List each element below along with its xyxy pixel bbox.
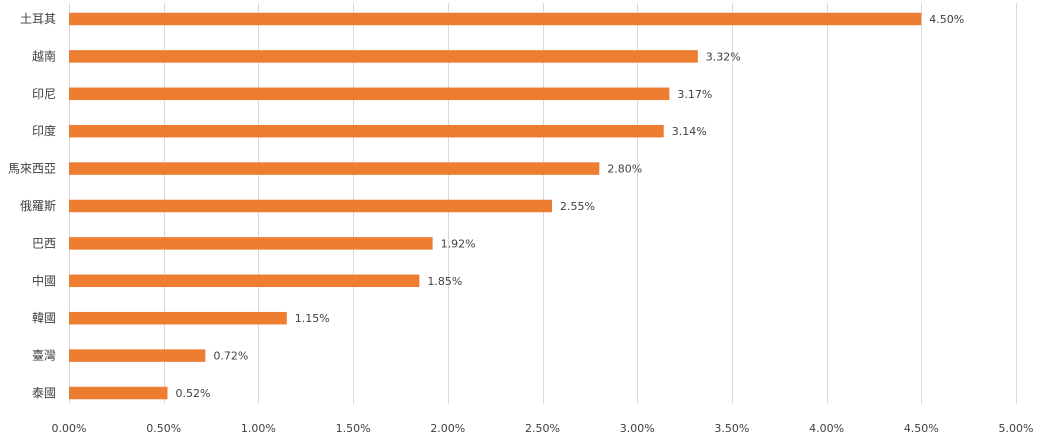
bar: [69, 349, 206, 362]
data-label: 1.92%: [441, 237, 476, 250]
bar: [69, 199, 552, 213]
data-label: 2.55%: [560, 200, 595, 213]
bar: [69, 386, 168, 400]
category-label: 印尼: [32, 87, 56, 101]
data-label: 3.32%: [706, 50, 741, 63]
bars: [69, 12, 922, 400]
bar: [69, 162, 600, 175]
bar: [69, 50, 698, 63]
data-labels: 4.50% 3.32% 3.17% 3.14% 2.80% 2.55% 1.92% 1.85%…: [175, 13, 964, 400]
bar: [69, 124, 664, 138]
data-label: 4.50%: [929, 13, 964, 26]
data-label: 2.80%: [607, 163, 642, 176]
category-label: 印度: [32, 123, 56, 138]
bar: [69, 12, 922, 26]
x-tick-label: 4.00%: [809, 422, 844, 435]
category-label: 中國: [32, 273, 56, 288]
category-label: 巴西: [32, 236, 56, 250]
bar: [69, 237, 433, 250]
data-label: 0.52%: [175, 387, 210, 400]
x-tick-label: 0.50%: [146, 422, 181, 435]
x-tick-label: 2.00%: [430, 422, 465, 435]
x-tick-label: 0.00%: [52, 422, 87, 435]
data-label: 1.85%: [427, 275, 462, 288]
category-label: 臺灣: [32, 348, 56, 363]
category-label: 越南: [32, 48, 56, 63]
x-tick-label: 2.50%: [525, 422, 560, 435]
category-label: 泰國: [32, 386, 56, 400]
x-tick-label: 3.00%: [620, 422, 655, 435]
data-label: 0.72%: [213, 350, 248, 363]
data-label: 3.17%: [677, 88, 712, 101]
data-label: 3.14%: [672, 125, 707, 138]
category-label: 土耳其: [20, 12, 56, 26]
x-tick-label: 1.00%: [241, 422, 276, 435]
x-tick-label: 5.00%: [999, 422, 1034, 435]
bar: [69, 311, 287, 325]
x-tick-label: 3.50%: [714, 422, 749, 435]
x-tick-label: 4.50%: [904, 422, 939, 435]
x-axis-tick-labels: 0.00% 0.50% 1.00% 1.50% 2.00% 2.50% 3.00% 3.50%…: [52, 422, 1034, 435]
bar: [69, 87, 670, 101]
category-label: 馬來西亞: [8, 162, 56, 176]
category-label: 俄羅斯: [20, 199, 56, 213]
x-tick-label: 1.50%: [336, 422, 371, 435]
data-label: 1.15%: [295, 312, 330, 325]
bar: [69, 274, 420, 288]
category-label: 韓國: [32, 311, 56, 325]
